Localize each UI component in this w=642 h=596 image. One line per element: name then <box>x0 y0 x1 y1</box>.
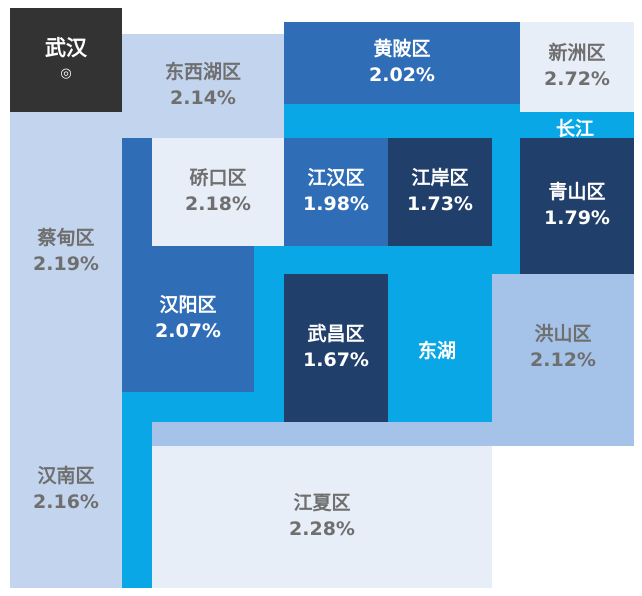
district-name: 汉阳区 <box>159 294 217 317</box>
district-value: 2.07% <box>155 320 221 342</box>
district-jianghan[interactable]: 江汉区 1.98% <box>284 138 388 246</box>
district-caidian[interactable]: 蔡甸区 2.19% <box>10 112 122 392</box>
city-title: 武汉 <box>45 36 87 60</box>
district-name: 青山区 <box>548 181 606 204</box>
district-value: 2.16% <box>33 491 99 513</box>
district-name: 江岸区 <box>411 167 469 190</box>
district-dongxihu[interactable]: 东西湖区 2.14% <box>122 34 284 138</box>
district-qingshan[interactable]: 青山区 1.79% <box>520 138 634 274</box>
district-name: 汉南区 <box>37 465 95 488</box>
district-name: 黄陂区 <box>373 38 431 61</box>
district-jiangan[interactable]: 江岸区 1.73% <box>388 138 492 246</box>
district-wuchang[interactable]: 武昌区 1.67% <box>284 274 388 422</box>
district-name: 蔡甸区 <box>37 227 95 250</box>
district-hannan[interactable]: 汉南区 2.16% <box>10 392 122 588</box>
empty-corner <box>492 446 634 588</box>
district-value: 1.73% <box>407 193 473 215</box>
district-value: 1.67% <box>303 349 369 371</box>
district-hanyang[interactable]: 汉阳区 2.07% <box>122 246 254 392</box>
lake-label: 东湖 <box>418 340 457 362</box>
district-hongshan[interactable]: 洪山区 2.12% <box>492 274 634 422</box>
district-value: 2.19% <box>33 253 99 275</box>
district-xinzhou[interactable]: 新洲区 2.72% <box>520 22 634 112</box>
district-name: 新洲区 <box>548 42 606 65</box>
district-qiaokou[interactable]: 硚口区 2.18% <box>152 138 284 246</box>
district-huangpi[interactable]: 黄陂区 2.02% <box>284 22 520 104</box>
river-label: 长江 <box>556 118 595 140</box>
district-name: 洪山区 <box>534 323 592 346</box>
district-value: 1.79% <box>544 207 610 229</box>
district-name: 硚口区 <box>189 167 247 190</box>
district-value: 2.12% <box>530 349 596 371</box>
district-hongshan-band <box>152 422 634 446</box>
district-name: 江夏区 <box>293 492 351 515</box>
city-marker-icon: ◎ <box>60 66 72 82</box>
district-value: 2.02% <box>369 64 435 86</box>
district-value: 2.14% <box>170 87 236 109</box>
city-title-tile: 武汉 ◎ <box>10 8 122 112</box>
district-name: 东西湖区 <box>164 61 241 84</box>
district-name: 江汉区 <box>307 167 365 190</box>
district-value: 2.72% <box>544 68 610 90</box>
district-value: 2.28% <box>289 518 355 540</box>
district-jiangxia[interactable]: 江夏区 2.28% <box>152 446 492 588</box>
district-name: 武昌区 <box>307 323 365 346</box>
district-value: 2.18% <box>185 193 251 215</box>
district-hanyang-upper <box>122 138 152 248</box>
district-value: 1.98% <box>303 193 369 215</box>
